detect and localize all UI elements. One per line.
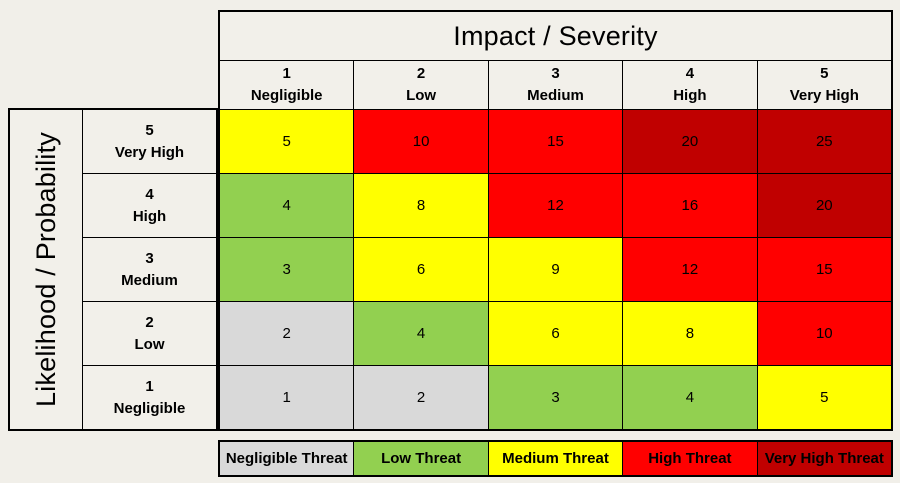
column-header-2-low: 2 Low <box>354 61 488 109</box>
y-axis-label-cell: Likelihood / Probability <box>10 110 82 429</box>
legend-label: High Threat <box>648 450 732 467</box>
matrix-cell: 15 <box>488 110 623 173</box>
y-axis-label: Likelihood / Probability <box>30 132 61 407</box>
column-header-4-high: 4 High <box>623 61 757 109</box>
row-header-label: Low <box>134 335 165 353</box>
row-header-label: Medium <box>121 271 178 289</box>
matrix-cell: 25 <box>757 110 891 173</box>
row-header-label: Negligible <box>113 399 186 417</box>
column-header-1-negligible: 1 Negligible <box>220 61 354 109</box>
column-header-number: 2 <box>416 65 426 83</box>
column-header-number: 5 <box>820 65 829 83</box>
matrix-cell: 10 <box>354 110 488 173</box>
matrix-cell: 8 <box>354 174 488 237</box>
likelihood-axis-table: Likelihood / Probability 5 Very High 4 H… <box>8 108 218 431</box>
row-header-number: 2 <box>145 313 154 331</box>
row-header-3-medium: 3 Medium <box>83 238 216 301</box>
matrix-cell: 5 <box>220 110 354 173</box>
matrix-cell: 2 <box>354 366 488 429</box>
row-header-number: 5 <box>145 121 154 139</box>
matrix-cell: 8 <box>623 302 757 365</box>
legend-item-negligible-threat: Negligible Threat <box>220 442 354 475</box>
row-header-label: High <box>132 207 167 225</box>
row-header-4-high: 4 High <box>83 174 216 237</box>
matrix-cell: 6 <box>354 238 488 301</box>
row-header-5-very-high: 5 Very High <box>83 110 216 173</box>
matrix-cell: 1 <box>220 366 354 429</box>
matrix-cell: 2 <box>220 302 354 365</box>
matrix-cell: 10 <box>757 302 891 365</box>
matrix-cell: 12 <box>623 238 757 301</box>
column-header-label: High <box>673 87 707 104</box>
column-header-label: Medium <box>527 87 584 104</box>
column-header-number: 4 <box>685 65 695 83</box>
column-header-number: 3 <box>551 65 560 83</box>
impact-severity-matrix: Impact / Severity 1 Negligible 2 Low 3 M… <box>218 10 893 431</box>
legend-label: Very High Threat <box>764 450 884 467</box>
matrix-cell: 16 <box>623 174 757 237</box>
legend-label: Low Threat <box>381 450 462 467</box>
matrix-cell: 4 <box>220 174 354 237</box>
legend-item-very-high-threat: Very High Threat <box>757 442 891 475</box>
legend-item-high-threat: High Threat <box>623 442 757 475</box>
row-header-number: 3 <box>145 249 154 267</box>
matrix-cell: 20 <box>757 174 891 237</box>
matrix-cell: 5 <box>757 366 891 429</box>
column-header-5-very-high: 5 Very High <box>757 61 891 109</box>
matrix-cell: 12 <box>488 174 623 237</box>
column-header-3-medium: 3 Medium <box>488 61 623 109</box>
matrix-cell: 20 <box>623 110 757 173</box>
matrix-cell: 3 <box>220 238 354 301</box>
matrix-cell: 3 <box>488 366 623 429</box>
legend-item-low-threat: Low Threat <box>354 442 488 475</box>
threat-legend: Negligible Threat Low Threat Medium Thre… <box>218 440 893 477</box>
matrix-cell: 4 <box>623 366 757 429</box>
row-header-number: 1 <box>145 377 154 395</box>
chart-title: Impact / Severity <box>220 12 891 60</box>
row-header-label: Very High <box>114 143 185 161</box>
column-header-label: Very High <box>789 87 859 104</box>
legend-label: Negligible Threat <box>225 450 348 467</box>
matrix-cell: 6 <box>488 302 623 365</box>
legend-item-medium-threat: Medium Threat <box>488 442 623 475</box>
row-header-2-low: 2 Low <box>83 302 216 365</box>
legend-label: Medium Threat <box>502 450 609 467</box>
row-header-1-negligible: 1 Negligible <box>83 366 216 429</box>
row-header-number: 4 <box>145 185 154 203</box>
column-header-number: 1 <box>282 65 291 83</box>
matrix-cell: 4 <box>354 302 488 365</box>
column-header-label: Negligible <box>250 87 323 104</box>
matrix-cell: 9 <box>488 238 623 301</box>
matrix-cell: 15 <box>757 238 891 301</box>
column-header-label: Low <box>406 87 437 104</box>
